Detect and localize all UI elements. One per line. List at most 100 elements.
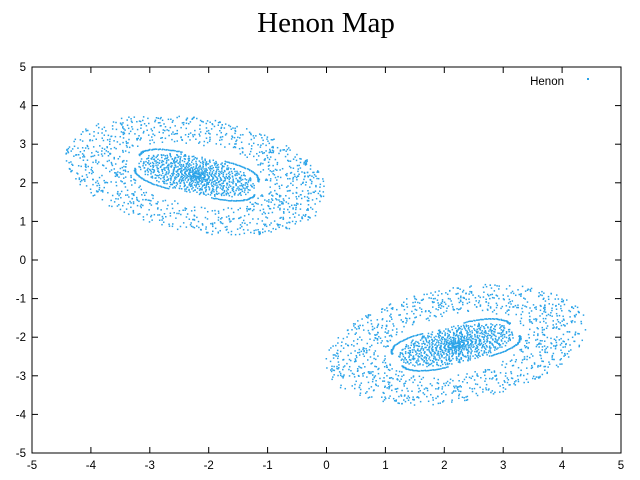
data-point [475, 347, 477, 349]
data-point [196, 157, 198, 160]
data-point [185, 168, 187, 171]
data-point [197, 170, 200, 173]
data-point [508, 298, 511, 301]
data-point [505, 372, 507, 374]
data-point [239, 177, 242, 180]
data-point [447, 363, 449, 366]
data-point [459, 332, 461, 334]
data-point [555, 294, 558, 296]
data-point [372, 328, 374, 331]
data-point [486, 308, 489, 311]
data-point [152, 165, 155, 167]
data-point [425, 318, 428, 320]
data-point [106, 146, 108, 148]
data-point [426, 395, 428, 398]
data-point [115, 172, 117, 174]
data-point [419, 356, 421, 358]
data-point [317, 170, 319, 172]
data-point [548, 363, 551, 366]
data-point [478, 300, 481, 302]
data-point [227, 161, 229, 163]
data-point [456, 312, 459, 314]
data-point [288, 190, 290, 192]
data-point [167, 173, 169, 175]
data-point [305, 163, 308, 165]
data-point [158, 171, 160, 174]
data-point [485, 344, 488, 347]
data-point [103, 186, 105, 189]
data-point [451, 352, 453, 355]
data-point [424, 343, 426, 346]
data-point [389, 315, 391, 317]
data-point [479, 332, 481, 335]
data-point [520, 295, 522, 297]
data-point [246, 205, 249, 208]
data-point [201, 223, 204, 225]
data-point [168, 165, 170, 167]
data-point [314, 214, 317, 217]
data-point [286, 159, 289, 162]
data-point [382, 391, 384, 394]
data-point [457, 374, 460, 376]
data-point [262, 208, 265, 211]
data-point [518, 335, 520, 338]
legend: Henon [530, 76, 589, 88]
data-point [189, 181, 191, 184]
data-point [490, 355, 493, 357]
data-point [168, 225, 171, 227]
data-point [227, 167, 230, 169]
data-point [203, 183, 206, 185]
data-point [449, 382, 451, 384]
data-point [484, 374, 486, 377]
x-tick-label: -1 [262, 460, 272, 472]
data-point [426, 293, 428, 296]
data-point [528, 328, 531, 331]
data-point [421, 347, 423, 349]
data-point [563, 340, 565, 343]
data-point [477, 330, 479, 333]
data-point [139, 120, 142, 123]
data-point [120, 190, 123, 193]
data-point [555, 323, 558, 325]
data-point [131, 121, 133, 124]
data-point [221, 164, 224, 167]
data-point [168, 171, 170, 174]
data-point [470, 348, 472, 351]
data-point [213, 162, 216, 164]
data-point [168, 129, 170, 132]
data-point [416, 334, 418, 336]
data-point [494, 391, 496, 394]
data-point [313, 191, 315, 194]
data-point [443, 338, 446, 340]
y-tick-label: 0 [20, 255, 26, 267]
data-point [410, 342, 413, 344]
data-point [516, 306, 518, 309]
data-point [367, 329, 370, 332]
data-point [429, 352, 432, 355]
data-point [170, 118, 172, 121]
data-point [470, 342, 472, 345]
data-point [432, 365, 434, 367]
data-point [416, 344, 419, 347]
data-point [460, 330, 462, 333]
data-point [430, 393, 432, 396]
data-point [523, 344, 526, 347]
data-point [246, 156, 248, 159]
data-point [534, 318, 537, 320]
data-point [422, 342, 425, 344]
data-point [371, 380, 374, 383]
data-point [502, 351, 504, 353]
data-point [278, 152, 280, 155]
data-point [500, 333, 502, 336]
data-point [77, 165, 80, 167]
data-point [520, 373, 522, 376]
data-point [211, 197, 213, 199]
data-point [204, 170, 206, 172]
data-point [333, 365, 335, 368]
data-point [252, 135, 255, 137]
data-point [201, 185, 204, 187]
data-point [365, 351, 368, 354]
data-point [406, 306, 409, 308]
data-point [395, 400, 397, 402]
data-point [217, 210, 220, 213]
